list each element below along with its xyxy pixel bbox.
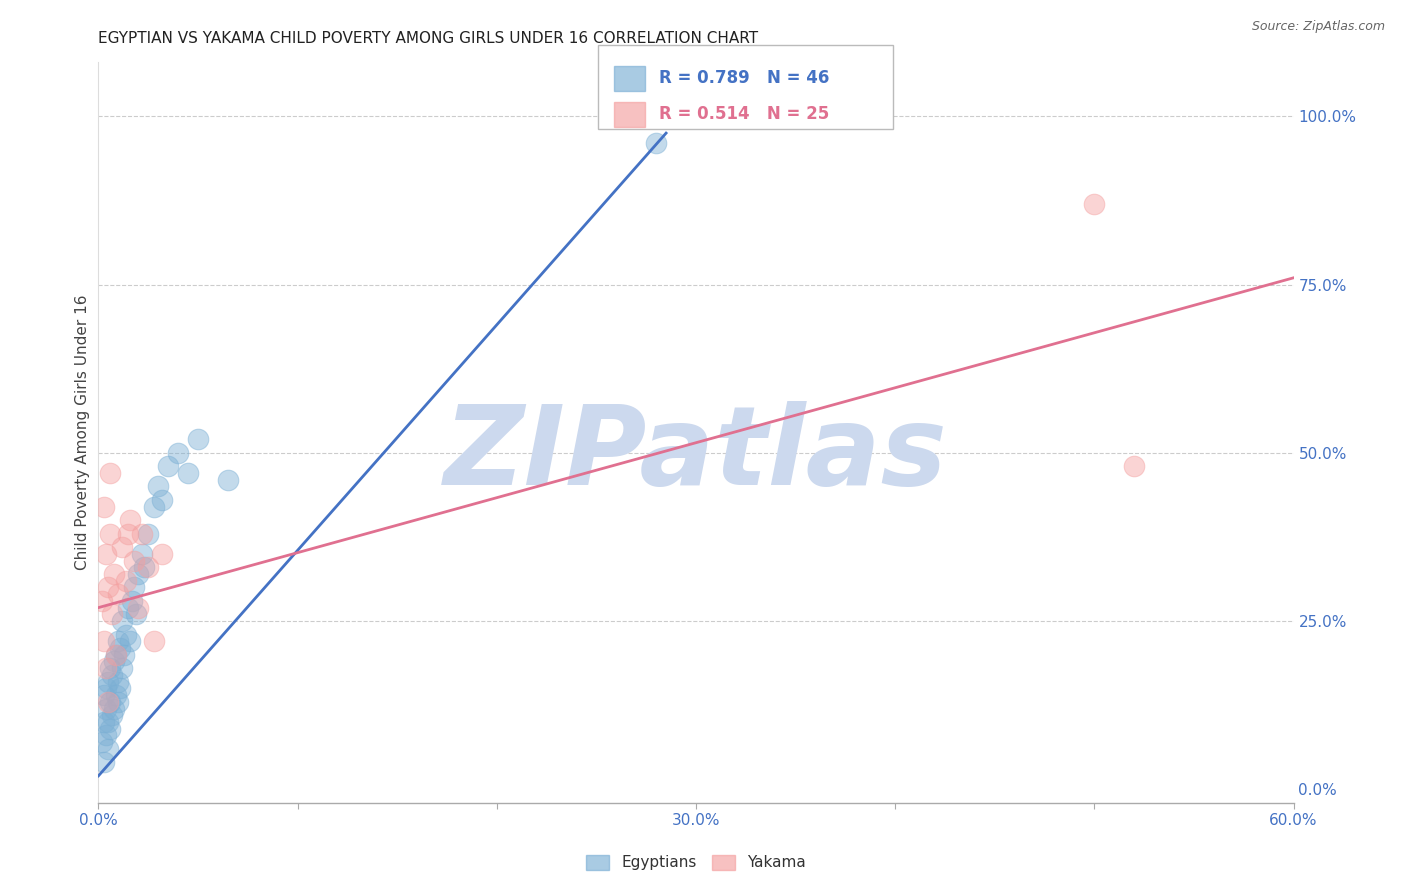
Point	[105, 688, 128, 702]
Point	[96, 729, 118, 743]
Point	[127, 566, 149, 581]
Text: EGYPTIAN VS YAKAMA CHILD POVERTY AMONG GIRLS UNDER 16 CORRELATION CHART: EGYPTIAN VS YAKAMA CHILD POVERTY AMONG G…	[98, 31, 759, 46]
Point	[93, 714, 115, 729]
Point	[124, 581, 146, 595]
Point	[101, 708, 124, 723]
Point	[103, 701, 125, 715]
Point	[1123, 459, 1146, 474]
Text: ZIPatlas: ZIPatlas	[444, 401, 948, 508]
Point	[107, 587, 129, 601]
Point	[105, 648, 128, 662]
Text: Source: ZipAtlas.com: Source: ZipAtlas.com	[1251, 20, 1385, 33]
Point	[187, 433, 209, 447]
Point	[111, 661, 134, 675]
Point	[110, 640, 132, 655]
Point	[157, 459, 180, 474]
Point	[107, 634, 129, 648]
Point	[125, 607, 148, 622]
Point	[97, 581, 120, 595]
Point	[97, 674, 120, 689]
Point	[98, 661, 122, 675]
Point	[98, 466, 122, 480]
Point	[120, 513, 142, 527]
Point	[98, 526, 122, 541]
Point	[103, 655, 125, 669]
Point	[1083, 196, 1105, 211]
Point	[107, 695, 129, 709]
Point	[103, 566, 125, 581]
Point	[117, 600, 139, 615]
Point	[111, 614, 134, 628]
Point	[148, 479, 170, 493]
Point	[131, 526, 153, 541]
Point	[98, 722, 122, 736]
Point	[101, 607, 124, 622]
Text: R = 0.514   N = 25: R = 0.514 N = 25	[659, 105, 830, 123]
Point	[127, 600, 149, 615]
Text: R = 0.789   N = 46: R = 0.789 N = 46	[659, 70, 830, 87]
Point	[115, 574, 138, 588]
Point	[136, 526, 159, 541]
Point	[91, 594, 114, 608]
Point	[96, 681, 118, 696]
Point	[97, 695, 120, 709]
Point	[134, 560, 156, 574]
Point	[143, 634, 166, 648]
Point	[150, 547, 173, 561]
Point	[93, 500, 115, 514]
Point	[115, 627, 138, 641]
Point	[124, 553, 146, 567]
Legend: Egyptians, Yakama: Egyptians, Yakama	[581, 848, 811, 877]
Point	[112, 648, 135, 662]
Point	[131, 547, 153, 561]
Point	[101, 668, 124, 682]
Point	[96, 547, 118, 561]
Point	[167, 446, 190, 460]
Point	[117, 526, 139, 541]
Point	[91, 735, 114, 749]
Point	[121, 594, 143, 608]
Point	[93, 634, 115, 648]
Point	[97, 714, 120, 729]
Point	[177, 466, 200, 480]
Point	[93, 756, 115, 770]
Point	[98, 695, 122, 709]
Point	[217, 473, 239, 487]
Point	[136, 560, 159, 574]
Point	[96, 661, 118, 675]
Point	[107, 674, 129, 689]
Point	[111, 540, 134, 554]
Point	[93, 688, 115, 702]
Y-axis label: Child Poverty Among Girls Under 16: Child Poverty Among Girls Under 16	[75, 295, 90, 570]
Point	[143, 500, 166, 514]
Point	[110, 681, 132, 696]
Point	[97, 742, 120, 756]
Point	[645, 136, 668, 151]
Point	[105, 648, 128, 662]
Point	[120, 634, 142, 648]
Point	[96, 701, 118, 715]
Point	[150, 492, 173, 507]
